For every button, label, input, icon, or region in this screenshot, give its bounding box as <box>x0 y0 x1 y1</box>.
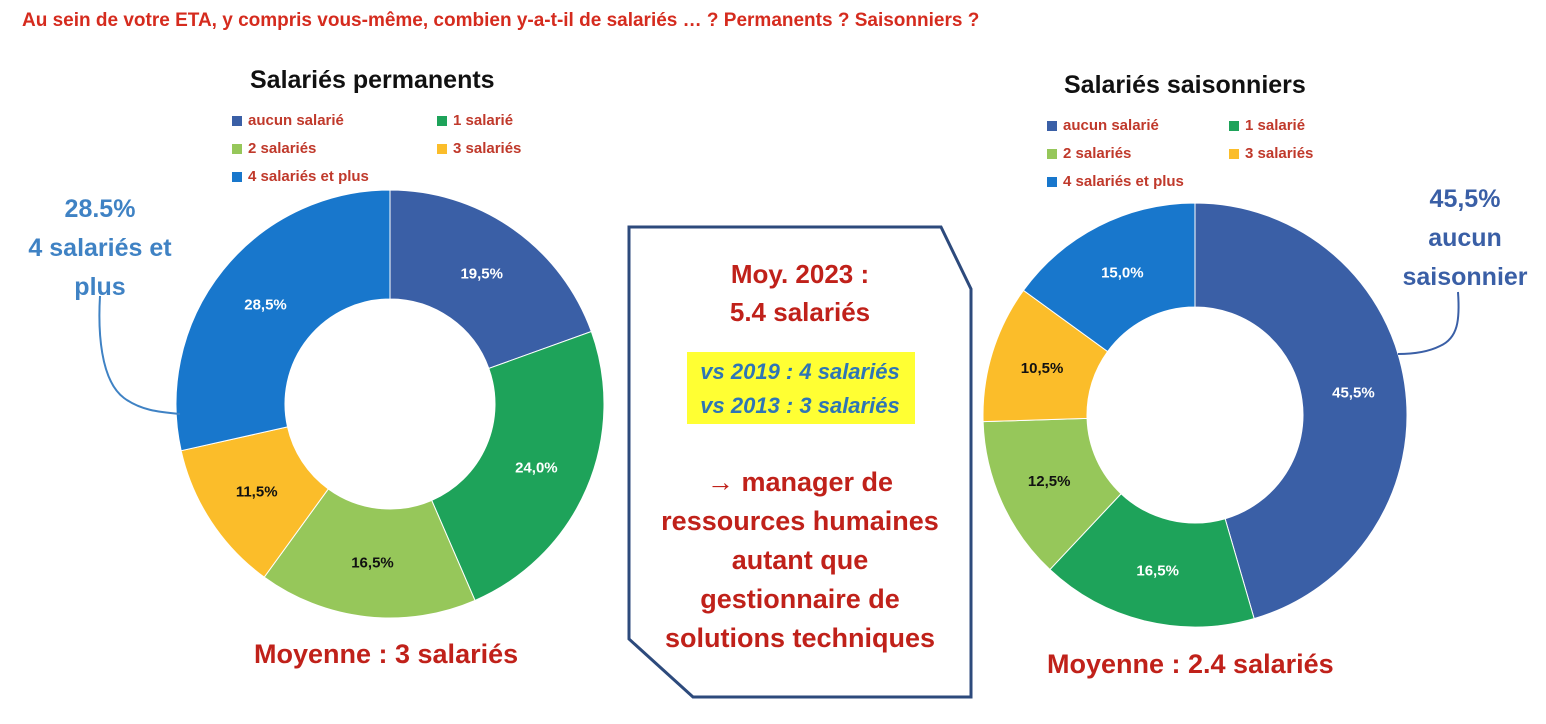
donut-label-aucun: 19,5% <box>460 266 503 283</box>
legend-item-1: 1 salarié <box>437 112 513 129</box>
comparison-highlight <box>687 352 915 424</box>
comparison-text: vs 2019 : 4 salariés vs 2013 : 3 salarié… <box>627 355 973 423</box>
conclusion-line: solutions techniques <box>664 623 936 653</box>
donut-slice-un <box>431 330 605 602</box>
legend-label: 1 salarié <box>453 112 514 129</box>
legend-item-3: 3 salariés <box>1229 145 1313 162</box>
legend-label: 3 salariés <box>1245 145 1314 162</box>
moyenne-2023: Moy. 2023 : 5.4 salariés <box>627 255 973 331</box>
moyenne-permanents: Moyenne : 3 salariés <box>254 639 519 669</box>
callout-line: 4 salariés et <box>28 234 172 262</box>
callout-leader-line <box>98 295 181 415</box>
callout-line: 28.5% <box>64 195 136 223</box>
chart-title-permanents: Salariés permanents <box>250 66 495 94</box>
legend-item-2: 2 salariés <box>1047 145 1131 162</box>
legend-label: 2 salariés <box>1063 145 1132 162</box>
callout-saisonniers: 45,5% aucun saisonnier <box>1384 180 1546 297</box>
legend-label: 2 salariés <box>248 140 317 157</box>
donut-label-quatre: 28,5% <box>244 296 287 313</box>
donut-label-un: 24,0% <box>515 459 558 476</box>
callout-line: 45,5% <box>1429 185 1501 213</box>
moyenne-saisonniers: Moyenne : 2.4 salariés <box>1047 649 1334 679</box>
legend-swatch <box>1047 120 1057 131</box>
donut-slice-deux <box>263 488 476 619</box>
legend-swatch <box>232 171 242 182</box>
legend-item-aucun: aucun salarié <box>1047 117 1159 134</box>
legend-item-aucun: aucun salarié <box>232 112 344 129</box>
legend-saisonniers: aucun salarié 1 salarié 2 salariés 3 sal… <box>1047 117 1367 197</box>
legend-swatch <box>1229 120 1239 131</box>
legend-swatch <box>1047 176 1057 187</box>
legend-label: aucun salarié <box>248 112 344 129</box>
legend-swatch <box>437 143 447 154</box>
moy-line: 5.4 salariés <box>729 297 871 327</box>
conclusion-line: autant que <box>731 545 869 575</box>
conclusion-text: → manager de ressources humaines autant … <box>627 463 973 658</box>
legend-permanents: aucun salarié 1 salarié 2 salariés 3 sal… <box>232 112 552 192</box>
chart-title-saisonniers: Salariés saisonniers <box>1064 71 1306 99</box>
legend-label: aucun salarié <box>1063 117 1159 134</box>
legend-label: 1 salarié <box>1245 117 1306 134</box>
legend-item-4plus: 4 salariés et plus <box>1047 173 1184 190</box>
legend-label: 4 salariés et plus <box>248 168 369 185</box>
legend-label: 4 salariés et plus <box>1063 173 1184 190</box>
legend-label: 3 salariés <box>453 140 522 157</box>
survey-question: Au sein de votre ETA, y compris vous-mêm… <box>22 10 980 31</box>
center-callout-box <box>627 225 973 699</box>
conclusion-line: gestionnaire de <box>700 584 900 614</box>
donut-slice-aucun <box>389 189 592 370</box>
callout-line: aucun <box>1428 224 1502 252</box>
legend-item-3: 3 salariés <box>437 140 521 157</box>
legend-swatch <box>437 115 447 126</box>
legend-swatch <box>232 143 242 154</box>
conclusion-line: ressources humaines <box>661 506 939 536</box>
callout-permanents: 28.5% 4 salariés et plus <box>10 190 190 307</box>
conclusion-line: → manager de <box>706 467 894 497</box>
vs-2013: vs 2013 : 3 salariés <box>700 393 900 418</box>
legend-swatch <box>1229 148 1239 159</box>
legend-swatch <box>1047 148 1057 159</box>
legend-item-1: 1 salarié <box>1229 117 1305 134</box>
legend-item-4plus: 4 salariés et plus <box>232 168 369 185</box>
callout-line: saisonnier <box>1402 263 1528 291</box>
vs-2019: vs 2019 : 4 salariés <box>700 359 900 384</box>
donut-label-trois: 11,5% <box>236 484 278 501</box>
donut-label-deux: 16,5% <box>351 555 394 572</box>
donut-slice-quatre <box>175 189 391 452</box>
legend-item-2: 2 salariés <box>232 140 316 157</box>
legend-swatch <box>232 115 242 126</box>
moy-line: Moy. 2023 : <box>730 259 870 289</box>
